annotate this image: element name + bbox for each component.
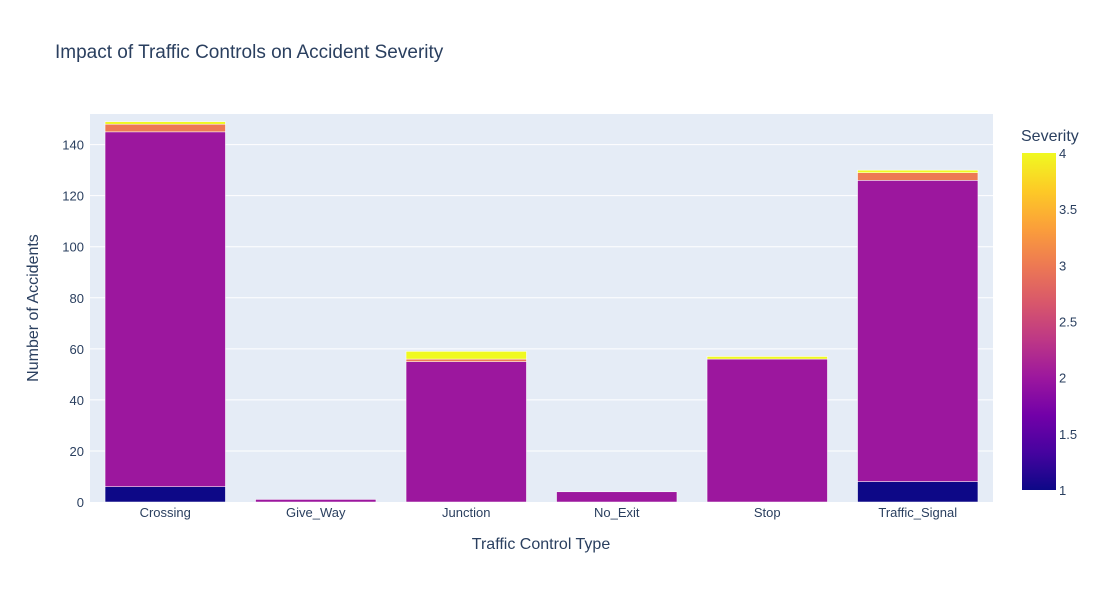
bar-segment xyxy=(405,351,527,360)
bar-segment xyxy=(405,361,527,503)
bar-segment xyxy=(104,123,226,133)
bar-segment xyxy=(104,486,226,503)
bar-segment xyxy=(556,491,678,503)
colorbar-tick-label: 4 xyxy=(1059,146,1066,161)
y-tick-label: 80 xyxy=(70,291,84,306)
y-axis-title: Number of Accidents xyxy=(25,234,42,382)
y-tick-label: 60 xyxy=(70,342,84,357)
bar-segment xyxy=(104,121,226,125)
bar-segment xyxy=(857,180,979,482)
colorbar-tick-label: 3 xyxy=(1059,258,1066,273)
y-axis-ticks: 0 20 40 60 80 100 120 140 xyxy=(62,138,84,510)
colorbar-tick-label: 3.5 xyxy=(1059,202,1077,217)
bar-segment xyxy=(255,499,377,503)
y-tick-label: 140 xyxy=(62,138,84,153)
bar-segment xyxy=(706,356,828,360)
colorbar xyxy=(1022,153,1056,490)
x-tick-label: Junction xyxy=(442,505,490,520)
colorbar-tick-label: 1 xyxy=(1059,483,1066,498)
y-tick-label: 40 xyxy=(70,393,84,408)
y-tick-label: 100 xyxy=(62,240,84,255)
bar-segment xyxy=(104,131,226,487)
x-tick-label: Stop xyxy=(754,505,781,520)
y-tick-label: 0 xyxy=(77,495,84,510)
x-tick-label: Give_Way xyxy=(286,505,346,520)
bar-segment xyxy=(857,172,979,181)
bars xyxy=(104,121,979,503)
colorbar-title: Severity xyxy=(1021,128,1079,145)
plot-area xyxy=(90,114,993,502)
x-axis-ticks: Crossing Give_Way Junction No_Exit Stop Traff… xyxy=(140,505,958,520)
x-tick-label: Traffic_Signal xyxy=(878,505,957,520)
chart-title: Impact of Traffic Controls on Accident S… xyxy=(55,42,444,63)
colorbar-tick-label: 2 xyxy=(1059,371,1066,386)
bar-segment xyxy=(405,358,527,362)
y-tick-label: 120 xyxy=(62,189,84,204)
bar-segment xyxy=(857,169,979,173)
x-tick-label: Crossing xyxy=(140,505,191,520)
colorbar-ticks: 1 1.5 2 2.5 3 3.5 4 xyxy=(1059,146,1077,498)
x-tick-label: No_Exit xyxy=(594,505,640,520)
bar-segment xyxy=(857,481,979,503)
x-axis-title: Traffic Control Type xyxy=(472,536,611,553)
colorbar-tick-label: 2.5 xyxy=(1059,315,1077,330)
gridlines xyxy=(90,144,993,452)
colorbar-tick-label: 1.5 xyxy=(1059,427,1077,442)
y-tick-label: 20 xyxy=(70,444,84,459)
bar-segment xyxy=(706,358,828,503)
